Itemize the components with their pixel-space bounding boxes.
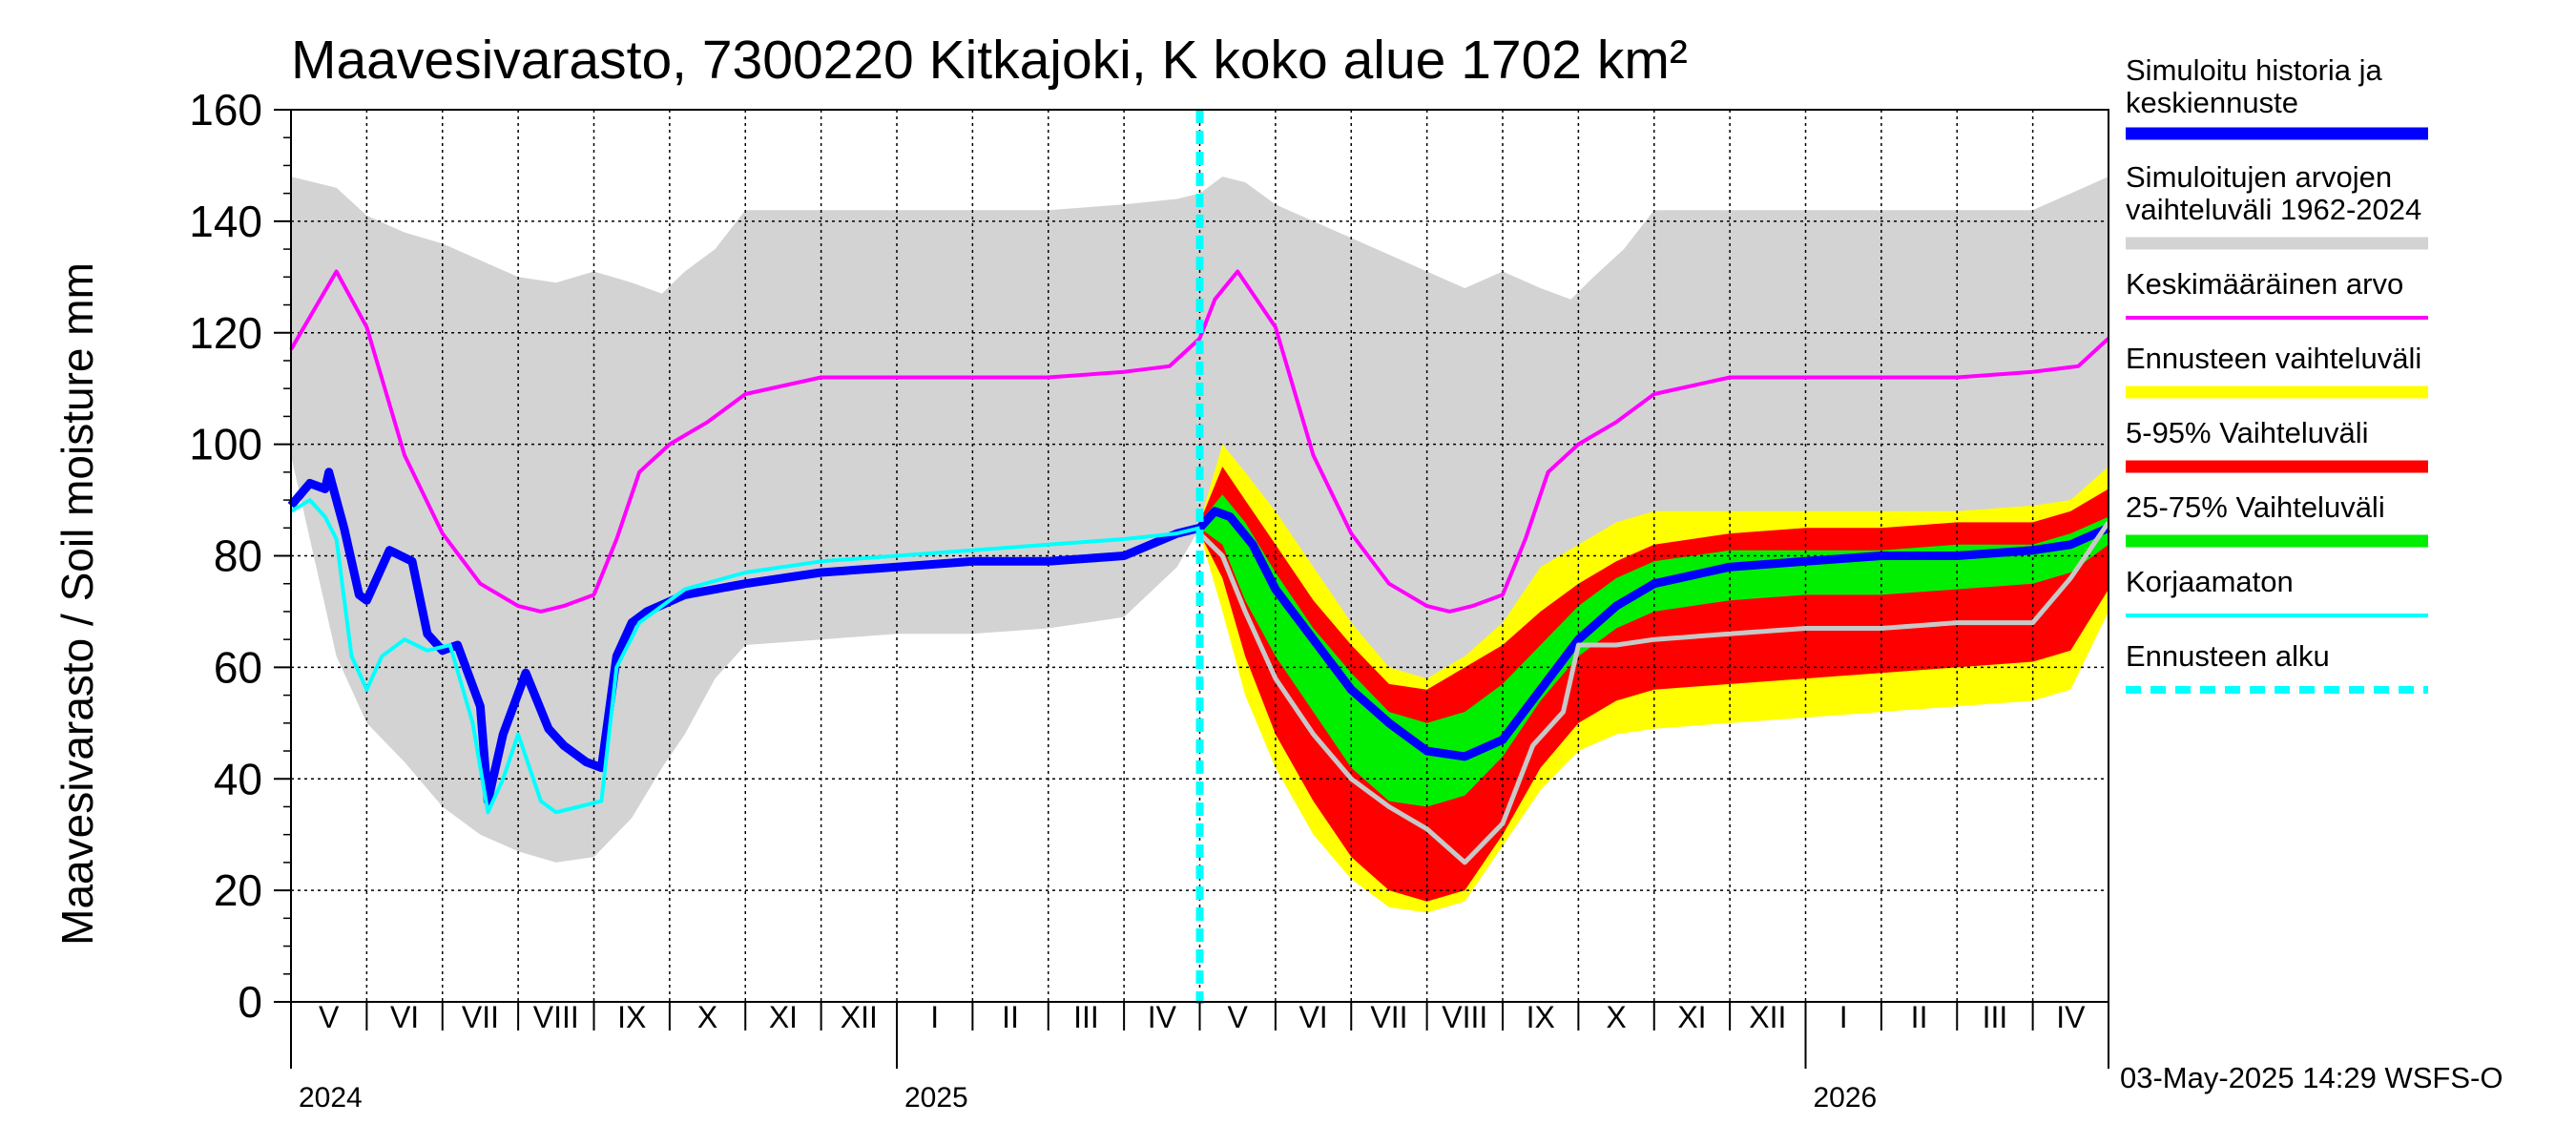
year-label-2025: 2025	[904, 1082, 968, 1114]
legend-label-forecast-range: Ennusteen vaihteluväli	[2126, 342, 2421, 375]
month-label-9: II	[1002, 1000, 1019, 1034]
month-label-12: V	[1228, 1000, 1249, 1034]
month-label-3: VIII	[533, 1000, 579, 1034]
y-tick-label-100: 100	[189, 420, 262, 469]
legend-label-sim-history-line1: Simuloitu historia ja	[2126, 53, 2383, 87]
y-tick-label-140: 140	[189, 197, 262, 246]
month-label-10: III	[1073, 1000, 1099, 1034]
month-label-7: XII	[841, 1000, 878, 1034]
series-korjaamaton	[289, 498, 1200, 815]
month-label-6: XI	[769, 1000, 798, 1034]
legend-label-uncorrected: Korjaamaton	[2126, 565, 2294, 598]
plot-area	[287, 110, 2111, 1004]
y-tick-label-160: 160	[189, 85, 262, 135]
series-simuloitu-historia-ja-keskiennuste	[287, 468, 2110, 806]
month-label-8: I	[930, 1000, 939, 1034]
month-label-4: IX	[617, 1000, 646, 1034]
month-label-14: VII	[1370, 1000, 1407, 1034]
legend: Simuloitu historia ja keskiennuste Simul…	[2126, 53, 2428, 694]
chart-title: Maavesivarasto, 7300220 Kitkajoki, K kok…	[291, 30, 1688, 91]
month-label-0: V	[319, 1000, 340, 1034]
month-label-17: X	[1606, 1000, 1626, 1034]
month-label-18: XI	[1677, 1000, 1706, 1034]
y-tick-label-20: 20	[214, 865, 262, 915]
y-tick-label-120: 120	[189, 308, 262, 358]
month-label-19: XII	[1749, 1000, 1786, 1034]
month-label-1: VI	[390, 1000, 419, 1034]
legend-label-sim-range-line1: Simuloitujen arvojen	[2126, 160, 2392, 194]
legend-label-25-75: 25-75% Vaihteluväli	[2126, 490, 2385, 524]
legend-label-5-95: 5-95% Vaihteluväli	[2126, 416, 2368, 449]
series-keskim-r-inen-arvo	[289, 269, 2110, 614]
month-label-20: I	[1839, 1000, 1848, 1034]
month-label-23: IV	[2056, 1000, 2086, 1034]
legend-label-mean: Keskimääräinen arvo	[2126, 267, 2403, 301]
legend-label-forecast-start: Ennusteen alku	[2126, 639, 2330, 673]
year-label-2024: 2024	[299, 1082, 363, 1114]
month-label-2: VII	[462, 1000, 499, 1034]
month-label-5: X	[697, 1000, 717, 1034]
legend-label-sim-history-line2: keskiennuste	[2126, 86, 2298, 119]
month-label-13: VI	[1298, 1000, 1327, 1034]
y-axis-label: Maavesivarasto / Soil moisture mm	[52, 262, 102, 946]
y-tick-label-80: 80	[214, 531, 262, 581]
y-tick-label-40: 40	[214, 754, 262, 803]
series-forecast-history-grey	[1197, 520, 2111, 865]
month-label-11: IV	[1148, 1000, 1177, 1034]
month-label-16: IX	[1527, 1000, 1555, 1034]
month-label-21: II	[1911, 1000, 1928, 1034]
timestamp-footer: 03-May-2025 14:29 WSFS-O	[2120, 1061, 2503, 1094]
legend-label-sim-range-line2: vaihteluväli 1962-2024	[2126, 193, 2421, 226]
month-label-22: III	[1983, 1000, 2008, 1034]
year-label-2026: 2026	[1814, 1082, 1878, 1114]
y-tick-label-0: 0	[238, 977, 262, 1027]
month-label-15: VIII	[1442, 1000, 1487, 1034]
y-tick-label-60: 60	[214, 642, 262, 692]
